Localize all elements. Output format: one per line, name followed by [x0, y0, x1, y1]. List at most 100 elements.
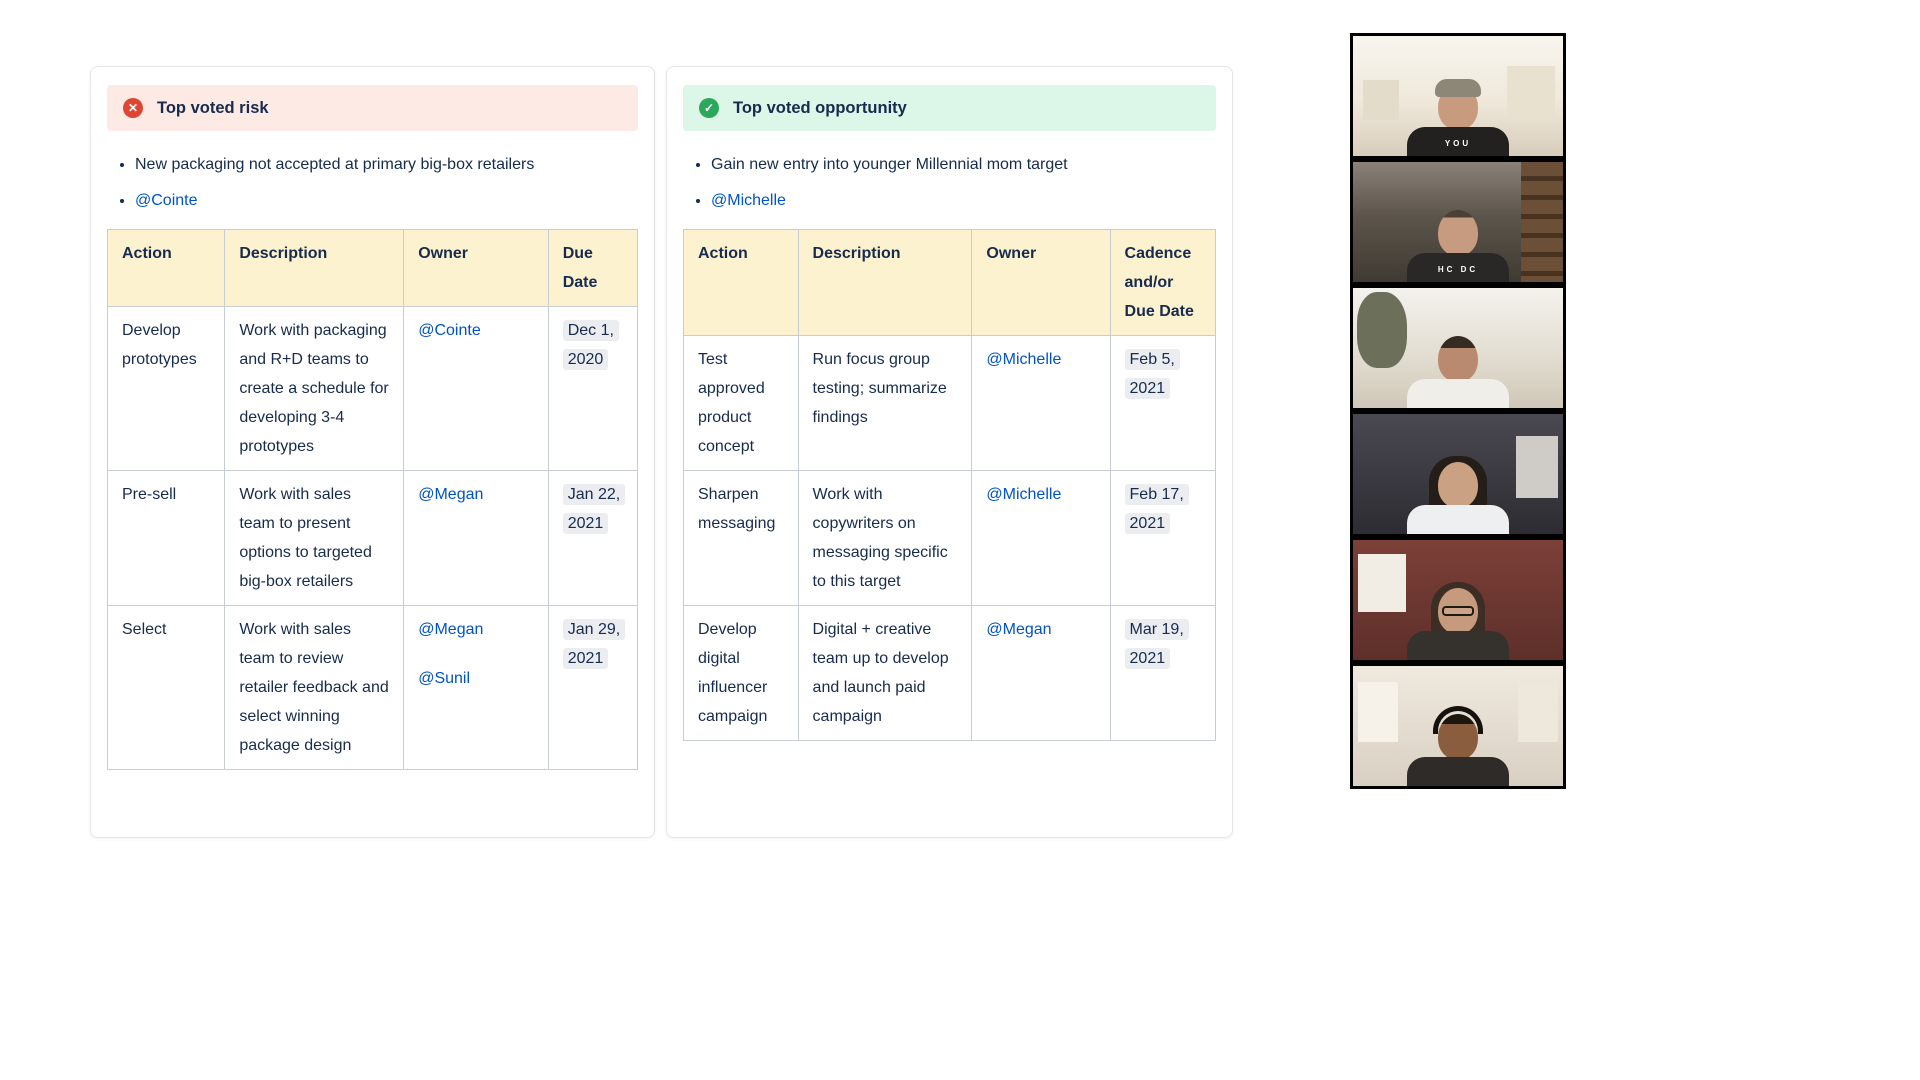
person-silhouette: HC DC	[1396, 208, 1520, 282]
person-silhouette: YOU	[1396, 79, 1520, 156]
participant-video-5[interactable]	[1350, 537, 1566, 663]
mention-link[interactable]: @Michelle	[986, 486, 1062, 503]
participant-video-1[interactable]: YOU	[1350, 33, 1566, 159]
owner-cell: @Cointe	[403, 306, 549, 471]
opportunity-bullet-list: Gain new entry into younger Millennial m…	[691, 153, 1216, 213]
risk-banner: ✕ Top voted risk	[107, 85, 638, 131]
person-silhouette	[1396, 582, 1520, 660]
opportunity-actions-table: Action Description Owner Cadence and/or …	[683, 229, 1217, 741]
participant-video-3[interactable]	[1350, 285, 1566, 411]
participant-video-2[interactable]: HC DC	[1350, 159, 1566, 285]
face	[1435, 79, 1481, 130]
action-cell: Sharpen messaging	[683, 470, 799, 606]
table-row: Develop digital influencer campaign Digi…	[683, 605, 1217, 741]
torso	[1407, 757, 1509, 786]
mention-link[interactable]: @Michelle	[986, 351, 1062, 368]
date-lozenge[interactable]: Feb 17, 2021	[1124, 484, 1189, 534]
face	[1438, 210, 1478, 256]
shirt-text: YOU	[1444, 139, 1472, 148]
table-header-row: Action Description Owner Cadence and/or …	[683, 229, 1217, 336]
opportunity-panel-title: Top voted opportunity	[733, 98, 907, 117]
due-date-cell: Feb 5, 2021	[1109, 335, 1217, 471]
opportunity-banner: ✓ Top voted opportunity	[683, 85, 1216, 131]
torso	[1407, 505, 1509, 534]
column-header-due-date: Due Date	[547, 229, 639, 307]
due-date-cell: Jan 22, 2021	[547, 470, 639, 606]
description-cell: Work with sales team to review retailer …	[224, 605, 405, 770]
risk-bullet: New packaging not accepted at primary bi…	[135, 153, 638, 177]
person-silhouette	[1396, 706, 1520, 786]
column-header-cadence: Cadence and/or Due Date	[1109, 229, 1217, 336]
action-cell: Develop digital influencer campaign	[683, 605, 799, 741]
table-header-row: Action Description Owner Due Date	[106, 229, 639, 307]
table-row: Pre-sell Work with sales team to present…	[106, 470, 639, 606]
table-row: Select Work with sales team to review re…	[106, 605, 639, 770]
due-date-cell: Dec 1, 2020	[547, 306, 639, 471]
opportunity-mention-item: @Michelle	[711, 189, 1216, 213]
mention-link[interactable]: @Michelle	[711, 192, 786, 209]
shirt-text: HC DC	[1437, 265, 1479, 274]
action-cell: Select	[106, 605, 226, 770]
table-row: Sharpen messaging Work with copywriters …	[683, 470, 1217, 606]
risk-bullet-list: New packaging not accepted at primary bi…	[115, 153, 638, 213]
mention-link[interactable]: @Cointe	[135, 192, 198, 209]
torso: HC DC	[1407, 253, 1509, 282]
person-silhouette	[1396, 456, 1520, 534]
description-cell: Work with copywriters on messaging speci…	[797, 470, 973, 606]
mention-link[interactable]: @Megan	[418, 621, 484, 638]
column-header-action: Action	[683, 229, 799, 336]
due-date-cell: Jan 29, 2021	[547, 605, 639, 770]
date-lozenge[interactable]: Dec 1, 2020	[562, 320, 619, 370]
torso	[1407, 379, 1509, 408]
date-lozenge[interactable]: Jan 29, 2021	[562, 619, 626, 669]
error-icon: ✕	[123, 98, 143, 118]
action-cell: Pre-sell	[106, 470, 226, 606]
owner-cell: @Megan	[403, 470, 549, 606]
description-cell: Work with sales team to present options …	[224, 470, 405, 606]
risk-mention-item: @Cointe	[135, 189, 638, 213]
face	[1438, 336, 1478, 382]
owner-cell: @Michelle	[971, 335, 1111, 471]
torso	[1407, 631, 1509, 660]
glasses	[1442, 606, 1474, 616]
opportunity-bullet: Gain new entry into younger Millennial m…	[711, 153, 1216, 177]
headphones-icon	[1433, 706, 1483, 734]
participant-video-6[interactable]	[1350, 663, 1566, 789]
torso: YOU	[1407, 127, 1509, 156]
column-header-description: Description	[797, 229, 973, 336]
column-header-owner: Owner	[971, 229, 1111, 336]
face	[1438, 588, 1478, 634]
description-cell: Work with packaging and R+D teams to cre…	[224, 306, 405, 471]
mention-link[interactable]: @Cointe	[418, 322, 481, 339]
date-lozenge[interactable]: Jan 22, 2021	[562, 484, 626, 534]
description-cell: Digital + creative team up to develop an…	[797, 605, 973, 741]
risk-actions-table: Action Description Owner Due Date Develo…	[106, 229, 639, 770]
description-cell: Run focus group testing; summarize findi…	[797, 335, 973, 471]
table-row: Develop prototypes Work with packaging a…	[106, 306, 639, 471]
column-header-owner: Owner	[403, 229, 549, 307]
owner-cell: @Michelle	[971, 470, 1111, 606]
face	[1438, 462, 1478, 508]
check-icon: ✓	[699, 98, 719, 118]
column-header-action: Action	[106, 229, 226, 307]
due-date-cell: Feb 17, 2021	[1109, 470, 1217, 606]
mention-link[interactable]: @Megan	[986, 621, 1052, 638]
date-lozenge[interactable]: Mar 19, 2021	[1124, 619, 1189, 669]
participant-video-4[interactable]	[1350, 411, 1566, 537]
table-row: Test approved product concept Run focus …	[683, 335, 1217, 471]
person-silhouette	[1396, 334, 1520, 408]
date-lozenge[interactable]: Feb 5, 2021	[1124, 349, 1180, 399]
risk-panel: ✕ Top voted risk New packaging not accep…	[90, 66, 655, 838]
owner-cell: @Megan	[971, 605, 1111, 741]
mention-link[interactable]: @Megan	[418, 486, 484, 503]
video-call-filmstrip: YOU HC DC	[1350, 33, 1566, 789]
opportunity-panel: ✓ Top voted opportunity Gain new entry i…	[666, 66, 1233, 838]
column-header-description: Description	[224, 229, 405, 307]
action-cell: Test approved product concept	[683, 335, 799, 471]
due-date-cell: Mar 19, 2021	[1109, 605, 1217, 741]
mention-link[interactable]: @Sunil	[418, 670, 471, 687]
action-cell: Develop prototypes	[106, 306, 226, 471]
risk-panel-title: Top voted risk	[157, 98, 269, 117]
owner-cell: @Megan @Sunil	[403, 605, 549, 770]
